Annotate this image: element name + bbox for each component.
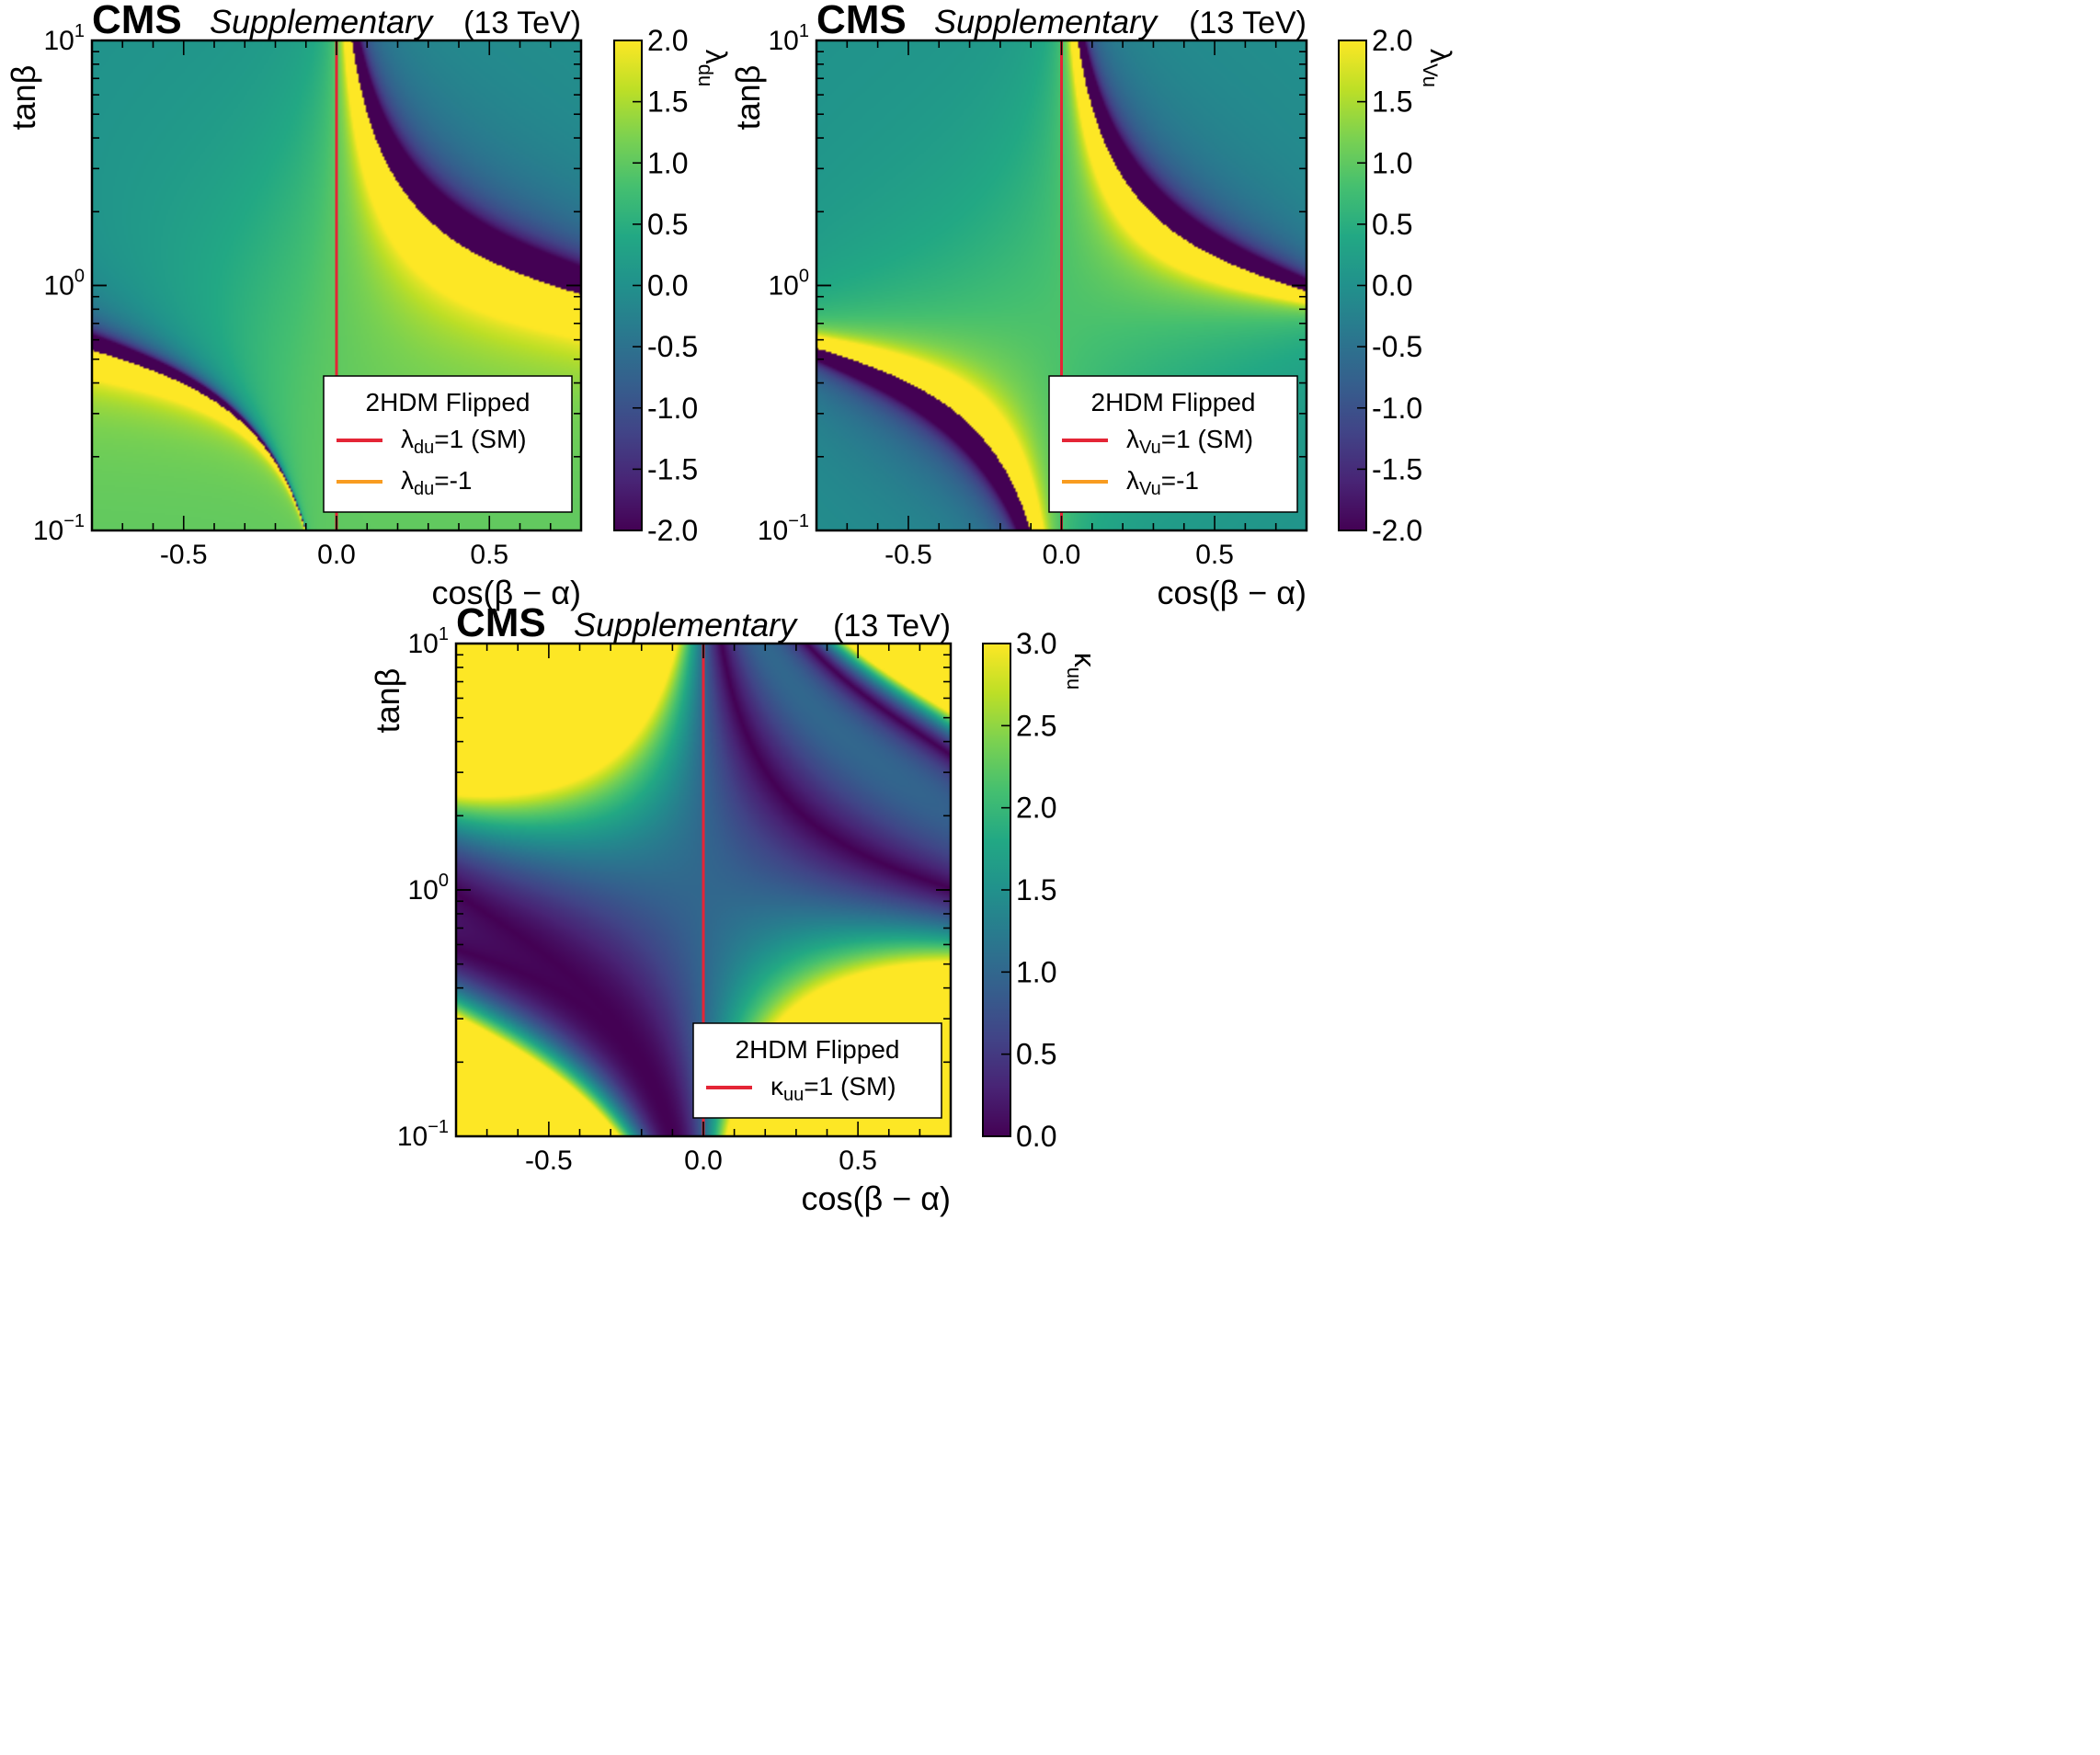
- tag-label: Supplementary: [210, 3, 434, 40]
- colorbar-tick-label: 0.0: [1372, 269, 1412, 302]
- legend-entry-label: λdu=-1: [401, 466, 473, 499]
- colorbar-tick-label: 3.0: [1016, 627, 1056, 660]
- colorbar-tick-label: -1.0: [647, 392, 698, 425]
- legend-title: 2HDM Flipped: [1091, 388, 1256, 416]
- x-axis-label: cos(β − α): [1157, 574, 1307, 611]
- x-tick-label: -0.5: [160, 540, 208, 570]
- chart-panel-lambda_Vu: -0.5 0.0 0.5 10−1 100 101 cos(β − α) tanβ CMS Sup…: [729, 0, 1457, 611]
- colorbar-tick-label: 2.0: [1016, 792, 1056, 825]
- colorbar-tick-label: 1.0: [647, 146, 688, 179]
- x-tick-label: 0.5: [839, 1145, 877, 1176]
- colorbar-tick-label: -0.5: [1372, 330, 1422, 363]
- x-tick-label: 0.5: [1195, 540, 1234, 570]
- legend-box: [1048, 375, 1298, 513]
- colorbar: -2.0 -1.5 -1.0 -0.5 0.0 0.5 1.0 1.5 2.0 λVu: [1338, 24, 1457, 547]
- y-axis-label: tanβ: [369, 668, 406, 734]
- colorbar-tick-label: 1.5: [1372, 85, 1412, 119]
- legend-entry-label: κuu=1 (SM): [770, 1072, 896, 1105]
- legend: 2HDM Flipped κuu=1 (SM): [692, 1022, 942, 1119]
- x-axis-label: cos(β − α): [431, 574, 581, 611]
- colorbar-tick-label: -2.0: [1372, 514, 1422, 547]
- colorbar: 0.0 0.5 1.0 1.5 2.0 2.5 3.0 κuu: [982, 627, 1101, 1153]
- colorbar-tick-label: 1.5: [647, 85, 688, 119]
- y-tick-label: 10−1: [33, 511, 85, 546]
- colorbar-tick-label: 0.0: [1016, 1120, 1056, 1153]
- colorbar-tick-label: -1.5: [1372, 452, 1422, 485]
- y-axis-label: tanβ: [729, 65, 767, 131]
- colorbar-label: λdu: [694, 50, 733, 86]
- energy-label: (13 TeV): [833, 609, 951, 644]
- colorbar-tick-label: -1.0: [1372, 392, 1422, 425]
- legend-title: 2HDM Flipped: [736, 1035, 900, 1064]
- x-tick-label: 0.5: [470, 540, 508, 570]
- colorbar-tick-label: 2.0: [1372, 24, 1412, 57]
- colorbar-label: κuu: [1063, 653, 1101, 689]
- tag-label: Supplementary: [574, 606, 798, 644]
- x-tick-label: 0.0: [684, 1145, 723, 1176]
- y-axis-label: tanβ: [5, 65, 42, 131]
- experiment-label: CMS: [816, 0, 907, 42]
- x-tick-label: -0.5: [525, 1145, 573, 1176]
- colorbar-tick-label: 0.0: [647, 269, 688, 302]
- y-tick-label: 101: [44, 21, 86, 56]
- y-tick-label: 100: [408, 871, 450, 906]
- colorbar-tick-label: 1.0: [1372, 146, 1412, 179]
- x-axis-label: cos(β − α): [801, 1179, 951, 1217]
- x-tick-label: 0.0: [1043, 540, 1081, 570]
- colorbar-tick-label: 0.5: [647, 208, 688, 241]
- tag-label: Supplementary: [934, 3, 1158, 40]
- legend-title: 2HDM Flipped: [366, 388, 531, 416]
- legend-box: [323, 375, 573, 513]
- colorbar-tick-label: 0.5: [1016, 1038, 1056, 1071]
- colorbar-label: λVu: [1419, 49, 1457, 87]
- y-tick-label: 10−1: [758, 511, 809, 546]
- colorbar-tick-label: -1.5: [647, 452, 698, 485]
- colorbar-tick-label: 1.5: [1016, 873, 1056, 906]
- legend: 2HDM Flipped λdu=1 (SM) λdu=-1: [323, 375, 573, 513]
- legend-entry-label: λVu=-1: [1126, 466, 1199, 499]
- experiment-label: CMS: [456, 600, 546, 645]
- legend-box: [692, 1022, 942, 1119]
- colorbar: -2.0 -1.5 -1.0 -0.5 0.0 0.5 1.0 1.5 2.0 λdu: [613, 24, 733, 547]
- y-tick-label: 100: [769, 267, 810, 302]
- y-tick-label: 10−1: [397, 1117, 449, 1152]
- legend-entry-label: λVu=1 (SM): [1126, 425, 1253, 458]
- energy-label: (13 TeV): [1189, 6, 1307, 40]
- x-tick-label: 0.0: [317, 540, 356, 570]
- legend-entry-label: λdu=1 (SM): [401, 425, 527, 458]
- legend: 2HDM Flipped λVu=1 (SM) λVu=-1: [1048, 375, 1298, 513]
- colorbar-tick-label: 2.0: [647, 24, 688, 57]
- chart-panel-lambda_du: -0.5 0.0 0.5 10−1 100 101 cos(β − α) tanβ CMS Sup…: [5, 0, 733, 611]
- energy-label: (13 TeV): [463, 6, 581, 40]
- y-tick-label: 100: [44, 267, 86, 302]
- x-tick-label: -0.5: [885, 540, 932, 570]
- colorbar-tick-label: 1.0: [1016, 955, 1056, 988]
- colorbar-tick-label: 2.5: [1016, 709, 1056, 742]
- y-tick-label: 101: [769, 21, 810, 56]
- colorbar-tick-label: -0.5: [647, 330, 698, 363]
- chart-panel-kappa_uu: -0.5 0.0 0.5 10−1 100 101 cos(β − α) tanβ CMS Sup…: [369, 600, 1101, 1217]
- experiment-label: CMS: [92, 0, 182, 42]
- colorbar-tick-label: -2.0: [647, 514, 698, 547]
- y-tick-label: 101: [408, 624, 450, 659]
- colorbar-tick-label: 0.5: [1372, 208, 1412, 241]
